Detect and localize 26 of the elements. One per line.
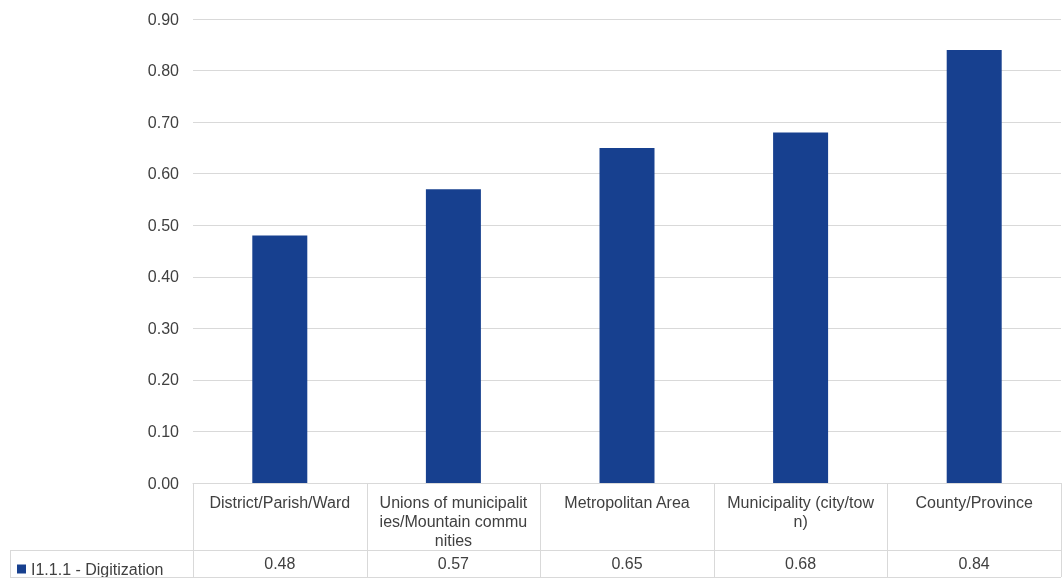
y-tick-label: 0.80 [147,62,180,80]
bar [252,235,308,483]
data-label: 0.84 [958,555,990,573]
data-label: 0.48 [264,555,296,573]
y-tick-label: 0.00 [147,474,180,492]
y-tick-label: 0.90 [147,10,180,28]
x-tick-label: Metropolitan Area [564,494,690,511]
bar [425,189,481,483]
data-label: 0.68 [785,555,817,573]
y-tick-label: 0.40 [147,268,180,286]
x-tick-label: County/Province [915,494,1033,511]
x-tick-label: Municipality (city/town) [727,494,875,530]
x-tick-label: District/Parish/Ward [209,494,351,511]
y-tick-label: 0.70 [147,113,180,131]
y-tick-label: 0.30 [147,319,180,337]
y-tick-label: 0.50 [147,216,180,234]
data-label: 0.65 [611,555,643,573]
data-label: 0.57 [437,555,469,573]
x-tick-label: Unions of municipalities/Mountain communities [379,494,528,549]
bar [946,49,1002,483]
bar [773,132,829,483]
y-tick-label: 0.20 [147,371,180,389]
legend-label: I1.1.1 - Digitization [31,560,164,578]
bar [599,147,655,483]
y-tick-label: 0.10 [147,422,180,440]
y-tick-label: 0.60 [147,165,180,183]
